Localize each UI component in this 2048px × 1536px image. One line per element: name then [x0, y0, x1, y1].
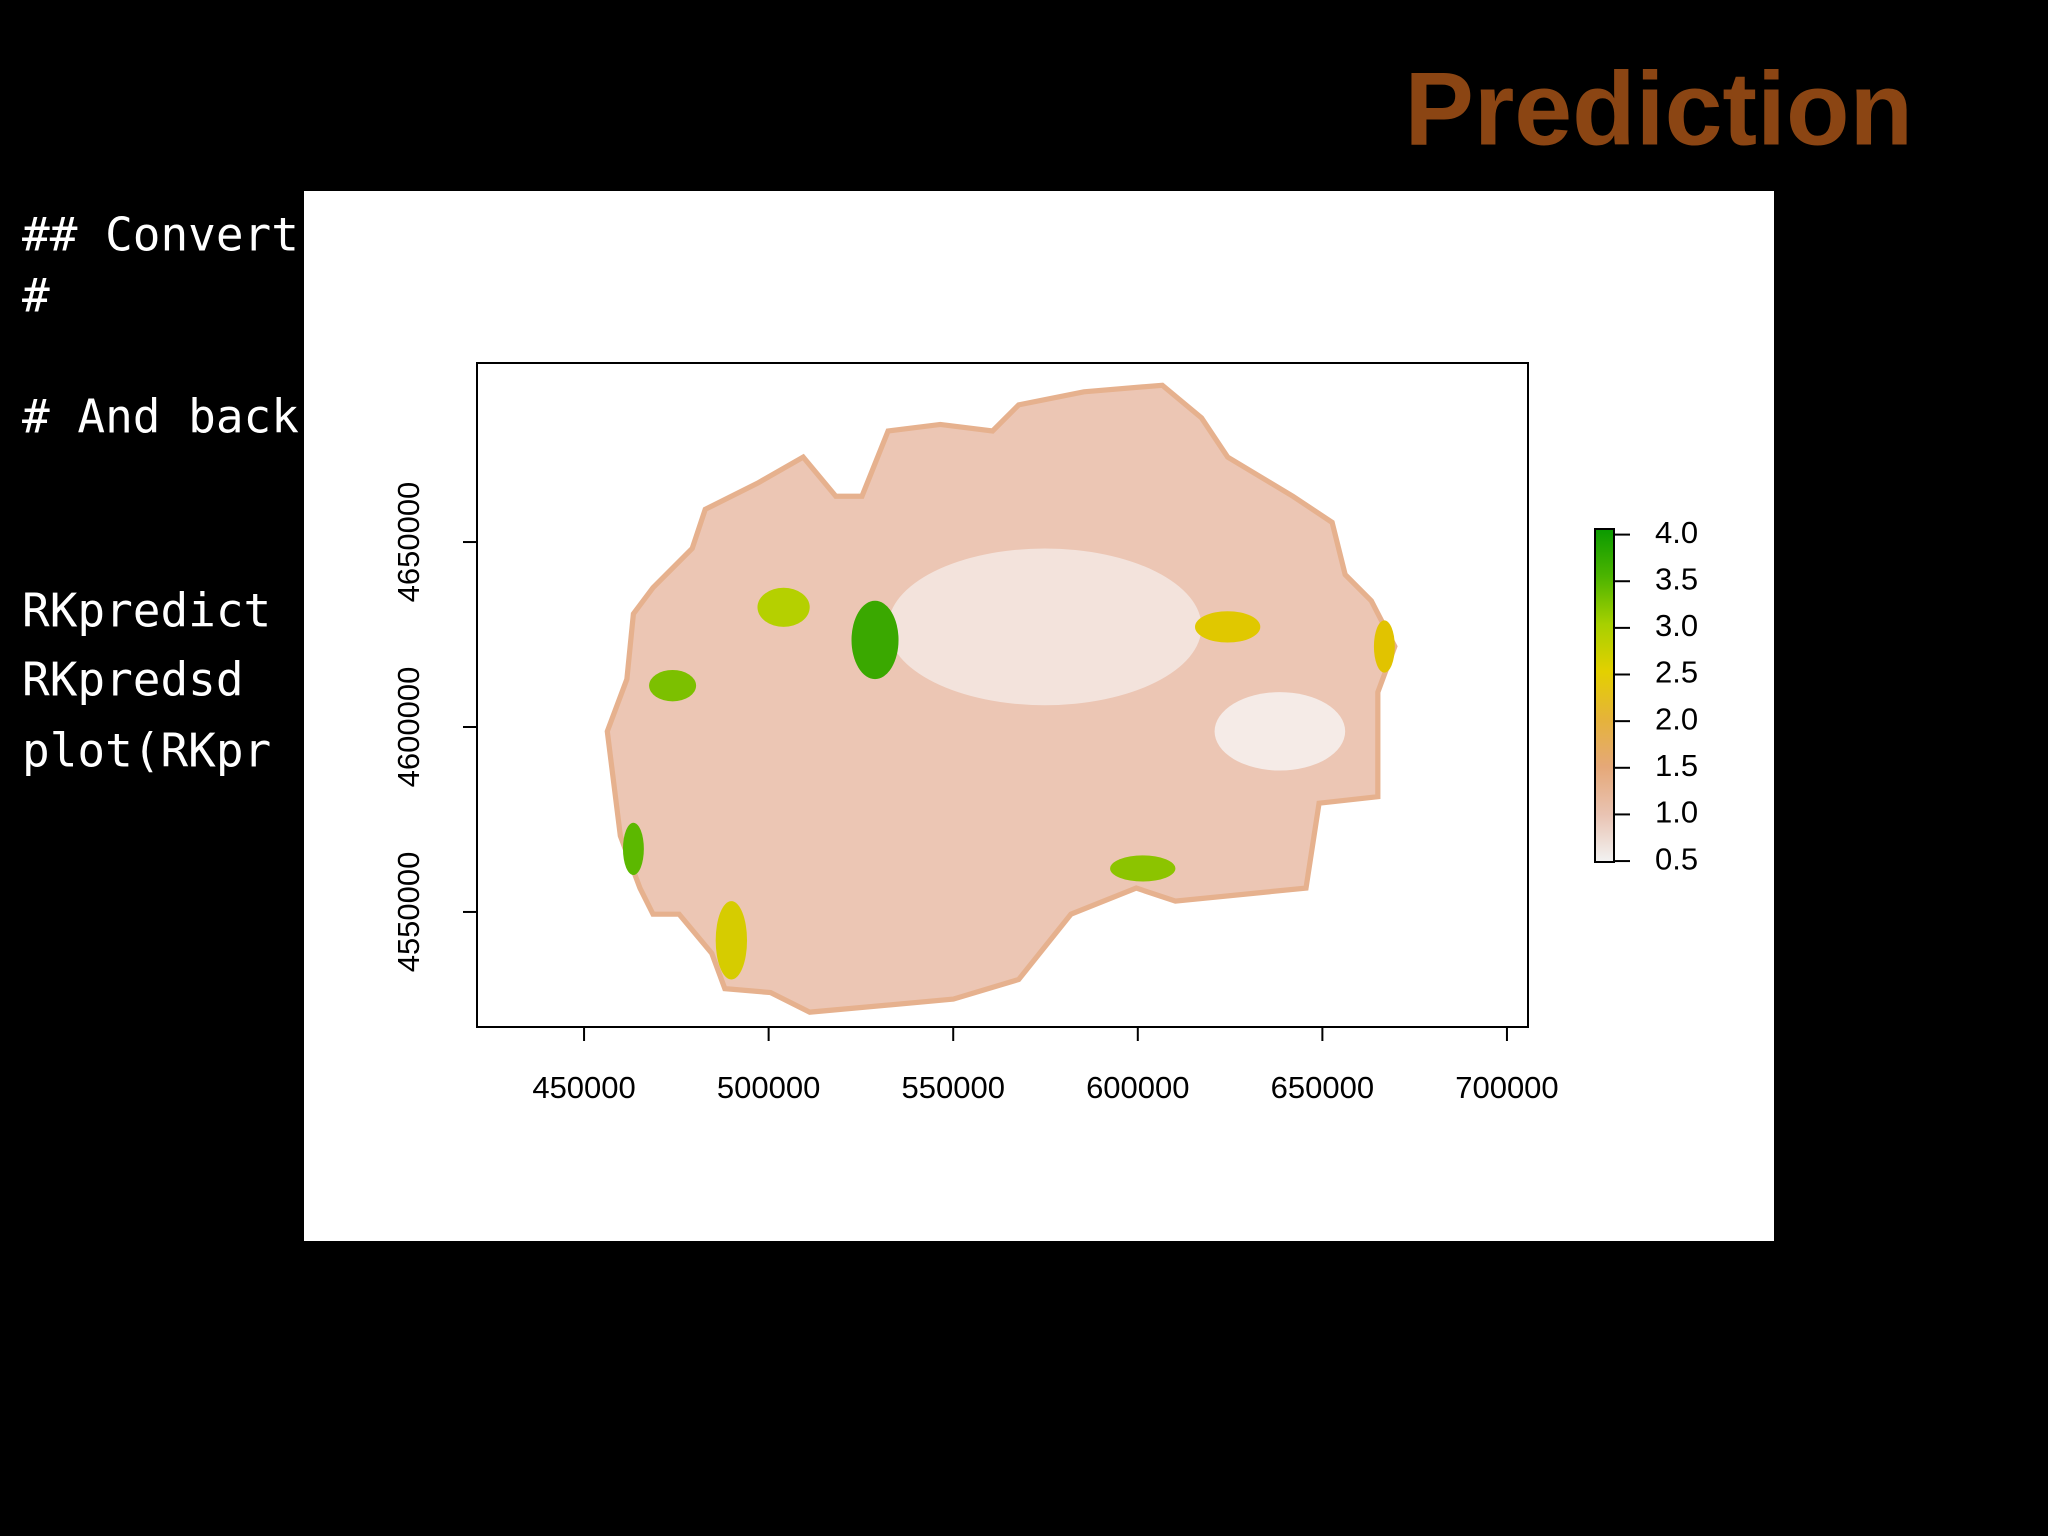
y-tick-label: 4650000: [391, 482, 426, 603]
legend-tick-label: 2.5: [1655, 655, 1698, 690]
x-tick-label: 550000: [901, 1070, 1004, 1105]
legend-tick-label: 3.0: [1655, 608, 1698, 643]
x-tick-label: 700000: [1455, 1070, 1558, 1105]
map-patch: [888, 548, 1202, 706]
y-tick-label: 4550000: [391, 852, 426, 973]
map-patch: [1194, 611, 1261, 643]
legend-tick-label: 0.5: [1655, 841, 1698, 876]
legend-tick-label: 2.0: [1655, 701, 1698, 736]
map-patch: [851, 600, 899, 680]
map-patch: [715, 901, 748, 980]
code-line: ## Convert: [22, 208, 299, 262]
code-line: RKpredict: [22, 584, 271, 638]
slide-title: Prediction: [1404, 51, 1913, 167]
x-tick-label: 600000: [1086, 1070, 1189, 1105]
colorbar: [1594, 528, 1615, 863]
code-line: plot(RKpr: [22, 724, 271, 778]
code-line: RKpredsd: [22, 653, 244, 707]
axes: 450000 500000 550000 600000 650000 700000 4550…: [391, 482, 1698, 1105]
map-patch: [622, 822, 644, 876]
y-tick-label: 4600000: [391, 667, 426, 788]
map-patch: [1373, 620, 1395, 673]
code-line: #: [22, 269, 50, 323]
legend-tick-label: 1.5: [1655, 748, 1698, 783]
map-patch: [649, 669, 697, 702]
map-patch: [757, 587, 810, 627]
legend-tick-label: 3.5: [1655, 561, 1698, 596]
code-line: # And back: [22, 390, 299, 444]
x-tick-label: 450000: [532, 1070, 635, 1105]
code-block: ## Convert # # And back RKpredict RKpredsd pl…: [22, 208, 299, 778]
plot-frame: [476, 362, 1529, 1028]
map-raster: [604, 382, 1398, 1015]
legend-tick-label: 1.0: [1655, 795, 1698, 830]
map-patch: [1110, 855, 1176, 882]
x-tick-label: 500000: [717, 1070, 820, 1105]
legend-tick-label: 4.0: [1655, 515, 1698, 550]
map-patch: [1214, 692, 1346, 771]
x-tick-label: 650000: [1271, 1070, 1374, 1105]
